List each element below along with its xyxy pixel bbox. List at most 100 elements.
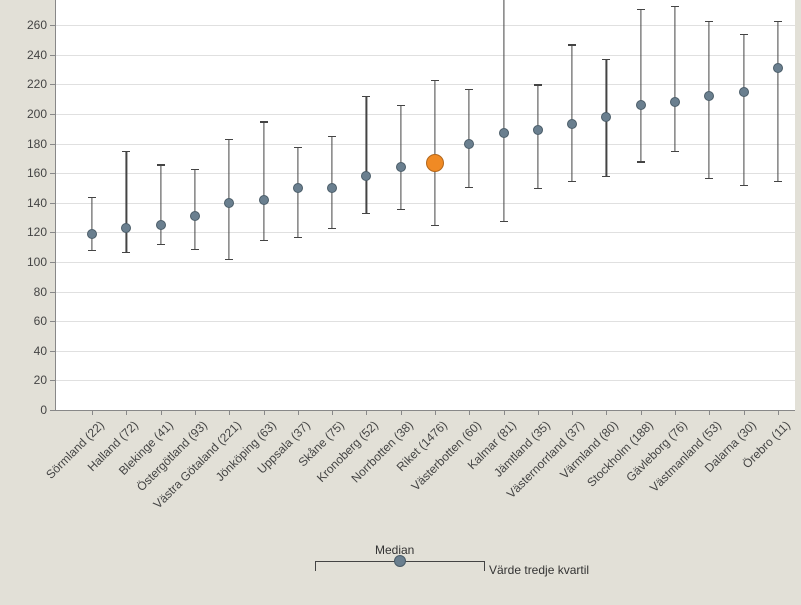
grid-line bbox=[55, 114, 795, 115]
whisker-cap-bottom bbox=[534, 188, 542, 189]
median-dot bbox=[567, 119, 577, 129]
whisker-cap-bottom bbox=[88, 250, 96, 251]
whisker-cap-top bbox=[225, 139, 233, 140]
grid-line bbox=[55, 55, 795, 56]
x-tick-mark bbox=[298, 410, 299, 415]
whisker-cap-top bbox=[534, 84, 542, 85]
median-dot bbox=[670, 97, 680, 107]
whisker-cap-bottom bbox=[362, 213, 370, 214]
whisker-cap-bottom bbox=[191, 249, 199, 250]
x-tick-mark bbox=[161, 410, 162, 415]
x-tick-mark bbox=[675, 410, 676, 415]
whisker-cap-bottom bbox=[500, 221, 508, 222]
whisker-cap-bottom bbox=[465, 187, 473, 188]
whisker-cap-bottom bbox=[260, 240, 268, 241]
whisker-line bbox=[572, 44, 573, 180]
whisker-line bbox=[92, 197, 93, 250]
whisker-cap-top bbox=[260, 121, 268, 122]
whisker-cap-bottom bbox=[122, 252, 130, 253]
whisker-cap-top bbox=[157, 164, 165, 165]
whisker-cap-bottom bbox=[740, 185, 748, 186]
grid-line bbox=[55, 25, 795, 26]
grid-line bbox=[55, 144, 795, 145]
median-dot bbox=[739, 87, 749, 97]
whisker-cap-top bbox=[328, 136, 336, 137]
median-dot bbox=[396, 162, 406, 172]
whisker-cap-top bbox=[122, 151, 130, 152]
median-dot bbox=[156, 220, 166, 230]
x-tick-mark bbox=[572, 410, 573, 415]
whisker-cap-bottom bbox=[328, 228, 336, 229]
median-dot bbox=[533, 125, 543, 135]
x-tick-mark bbox=[229, 410, 230, 415]
legend-q3-label: Värde tredje kvartil bbox=[489, 563, 589, 577]
y-tick-label: 80 bbox=[7, 285, 47, 299]
whisker-line bbox=[160, 164, 161, 244]
whisker-line bbox=[674, 6, 675, 151]
x-tick-mark bbox=[709, 410, 710, 415]
whisker-cap-top bbox=[740, 34, 748, 35]
median-dot bbox=[190, 211, 200, 221]
grid-line bbox=[55, 292, 795, 293]
y-tick-label: 280 bbox=[7, 0, 47, 3]
x-tick-mark bbox=[401, 410, 402, 415]
whisker-cap-bottom bbox=[294, 237, 302, 238]
median-dot bbox=[293, 183, 303, 193]
whisker-cap-top bbox=[362, 96, 370, 97]
x-tick-mark bbox=[264, 410, 265, 415]
whisker-cap-top bbox=[465, 89, 473, 90]
median-dot bbox=[87, 229, 97, 239]
whisker-cap-top bbox=[671, 6, 679, 7]
legend-cap-right bbox=[484, 561, 485, 571]
whisker-cap-top bbox=[294, 147, 302, 148]
whisker-cap-top bbox=[88, 197, 96, 198]
grid-line bbox=[55, 351, 795, 352]
whisker-line bbox=[126, 151, 127, 252]
median-dot bbox=[773, 63, 783, 73]
whisker-line bbox=[263, 121, 264, 239]
median-dot bbox=[224, 198, 234, 208]
y-tick-label: 40 bbox=[7, 344, 47, 358]
whisker-cap-bottom bbox=[397, 209, 405, 210]
whisker-line bbox=[640, 9, 641, 161]
y-tick-label: 60 bbox=[7, 314, 47, 328]
plot-area bbox=[55, 0, 795, 410]
grid-line bbox=[55, 321, 795, 322]
x-tick-mark bbox=[504, 410, 505, 415]
x-tick-mark bbox=[744, 410, 745, 415]
y-axis-line bbox=[55, 0, 56, 410]
whisker-cap-bottom bbox=[157, 244, 165, 245]
whisker-cap-bottom bbox=[225, 259, 233, 260]
whisker-cap-top bbox=[191, 169, 199, 170]
grid-line bbox=[55, 173, 795, 174]
whisker-line bbox=[777, 21, 778, 181]
median-dot bbox=[361, 171, 371, 181]
x-tick-mark bbox=[641, 410, 642, 415]
median-dot bbox=[704, 91, 714, 101]
grid-line bbox=[55, 84, 795, 85]
whisker-cap-bottom bbox=[602, 176, 610, 177]
whisker-cap-bottom bbox=[568, 181, 576, 182]
x-tick-mark bbox=[332, 410, 333, 415]
y-tick-label: 240 bbox=[7, 48, 47, 62]
grid-line bbox=[55, 262, 795, 263]
x-tick-mark bbox=[195, 410, 196, 415]
whisker-cap-top bbox=[602, 59, 610, 60]
x-axis-line bbox=[55, 410, 795, 411]
x-tick-mark bbox=[538, 410, 539, 415]
grid-line bbox=[55, 380, 795, 381]
grid-line bbox=[55, 232, 795, 233]
y-tick-label: 180 bbox=[7, 137, 47, 151]
whisker-line bbox=[194, 169, 195, 249]
x-tick-mark bbox=[126, 410, 127, 415]
legend-cap-left bbox=[315, 561, 316, 571]
median-dot bbox=[121, 223, 131, 233]
y-tick-label: 20 bbox=[7, 373, 47, 387]
whisker-cap-bottom bbox=[774, 181, 782, 182]
y-tick-label: 120 bbox=[7, 225, 47, 239]
y-tick-label: 200 bbox=[7, 107, 47, 121]
y-tick-label: 220 bbox=[7, 77, 47, 91]
x-tick-mark bbox=[778, 410, 779, 415]
chart-container: MedianVärde första kvartilVärde tredje k… bbox=[0, 0, 801, 605]
grid-line bbox=[55, 203, 795, 204]
